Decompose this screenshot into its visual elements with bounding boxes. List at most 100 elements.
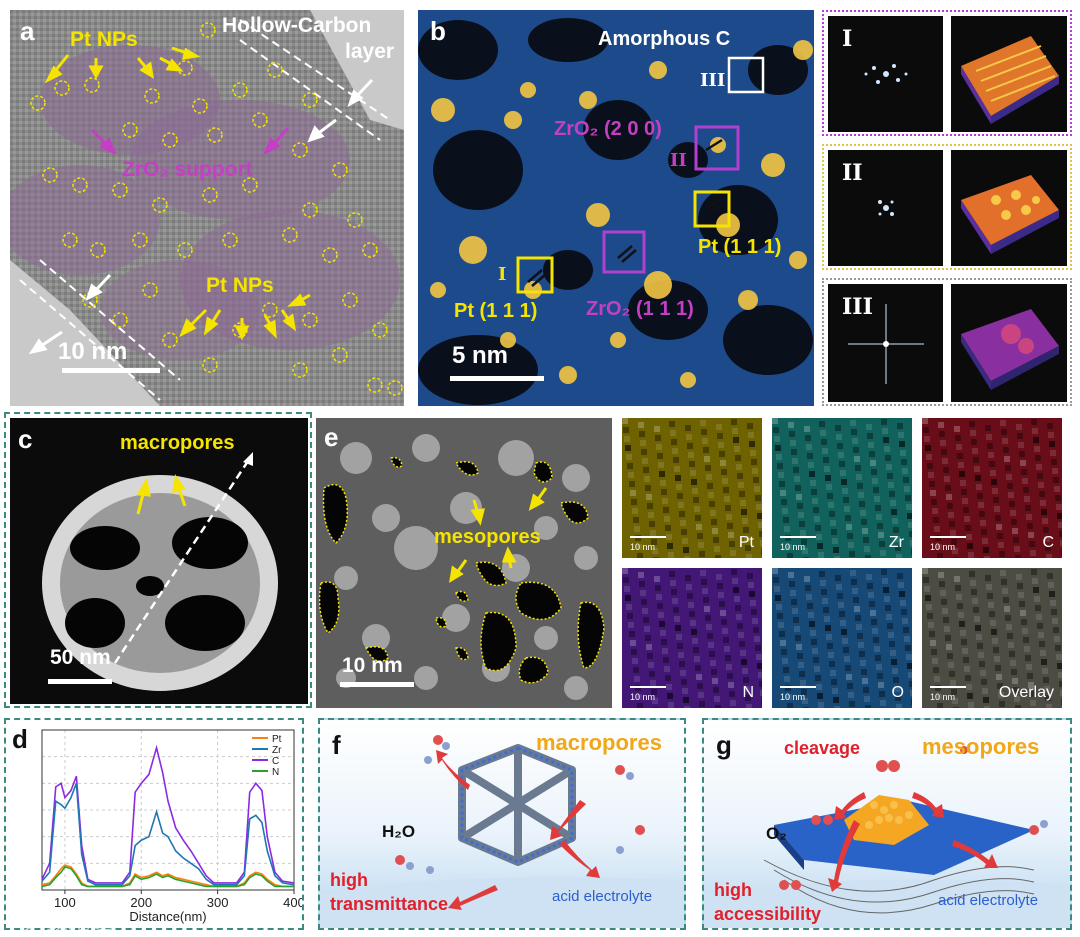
high-label-f: high <box>330 870 368 890</box>
panel-e-stem-image: e mesopores 10 nm <box>316 418 612 708</box>
hollow-carbon-label: Hollow-Carbon <box>222 14 372 37</box>
pt-nps-label-bottom: Pt NPs <box>206 274 274 297</box>
eds-map-texture <box>622 418 762 558</box>
watermark-text: 大数跑道 <box>24 909 113 934</box>
panel-b-micrograph <box>418 10 814 406</box>
acid-electrolyte-label-f: acid electrolyte <box>552 888 653 905</box>
fft-panel-III: III <box>822 278 1072 406</box>
panel-f-schematic <box>320 735 684 928</box>
cleavage-label: cleavage <box>784 738 861 758</box>
eds-map-texture <box>772 568 912 708</box>
surface-plot-III <box>951 284 1067 402</box>
panel-b-scale-label: 5 nm <box>452 342 509 369</box>
acid-electrolyte-label-g: acid electrolyte <box>938 892 1039 909</box>
eds-map-texture <box>622 568 762 708</box>
eds-element-label: Pt <box>738 534 754 551</box>
eds-scale-label: 10 nm <box>630 692 656 702</box>
eds-map-texture <box>922 568 1062 708</box>
accessibility-label: accessibility <box>714 904 822 924</box>
panel-a-tem-image: a Pt NPs Hollow-Carbon layer ZrO₂ suppor… <box>10 10 404 406</box>
x-axis-label: Distance(nm) <box>129 909 206 924</box>
legend-label-n: N <box>272 767 279 778</box>
eds-map-overlay: 10 nm Overlay <box>922 568 1062 708</box>
eds-element-label: Overlay <box>998 684 1054 701</box>
eds-scale-label: 10 nm <box>630 542 656 552</box>
fft-panel-II: II <box>822 144 1072 270</box>
region-III-marker: III <box>700 70 726 91</box>
eds-scale-label: 10 nm <box>930 542 956 552</box>
eds-scale-bar <box>630 536 666 538</box>
panel-a-scale-label: 10 nm <box>58 338 128 365</box>
eds-map-texture <box>922 418 1062 558</box>
macropores-label-c: macropores <box>120 432 235 454</box>
fft-II-image: II <box>828 150 943 266</box>
x-tick-label: 400 <box>283 895 302 910</box>
mesopores-label-g: mesopores <box>922 734 1040 759</box>
fft-III-numeral: III <box>842 294 873 320</box>
panel-e-label: e <box>324 422 339 452</box>
panel-d-label: d <box>12 724 28 754</box>
panel-c-scale-label: 50 nm <box>50 646 111 669</box>
legend-label-c: C <box>272 756 279 767</box>
region-II-marker: II <box>670 150 687 171</box>
panel-g-frame: g cleavage mesopores O₂ high accessibili… <box>702 718 1072 930</box>
panel-a-micrograph <box>10 10 404 406</box>
eds-map-o: 10 nm O <box>772 568 912 708</box>
eds-scale-label: 10 nm <box>930 692 956 702</box>
x-tick-label: 200 <box>130 895 152 910</box>
region-I-marker: I <box>498 264 507 285</box>
panel-c-label: c <box>18 424 33 454</box>
h2o-label: H₂O <box>382 822 416 841</box>
transmittance-label: transmittance <box>330 894 449 914</box>
surface-plot-II <box>951 150 1067 266</box>
pt111-left-label: Pt (1 1 1) <box>454 300 538 322</box>
panel-b-label: b <box>430 16 446 46</box>
eds-element-label: N <box>742 684 754 701</box>
o2-label: O₂ <box>766 824 787 843</box>
surface-plot-I <box>951 16 1067 132</box>
fft-panel-I: I <box>822 10 1072 136</box>
high-label-g: high <box>714 880 752 900</box>
eds-element-label: O <box>891 684 904 701</box>
eds-map-c: 10 nm C <box>922 418 1062 558</box>
panel-g-schematic <box>704 746 1070 928</box>
fft-III-image: III <box>828 284 943 402</box>
series-line-c <box>41 744 295 884</box>
panel-b-haadf-image: b Amorphous C III ZrO₂ (2 0 0) II Pt (1 … <box>418 10 814 406</box>
eds-map-pt: 10 nm Pt <box>622 418 762 558</box>
x-tick-label: 300 <box>207 895 229 910</box>
series-line-zr <box>41 783 295 886</box>
zro2-support-label: ZrO₂ support <box>122 158 253 181</box>
mesopores-label-e: mesopores <box>434 526 541 548</box>
fft-I-numeral: I <box>842 26 853 52</box>
zro2-111-label: ZrO₂ (1 1 1) <box>586 298 694 320</box>
layer-label: layer <box>345 40 395 63</box>
x-tick-label: 100 <box>54 895 76 910</box>
zro2-200-label: ZrO₂ (2 0 0) <box>554 118 662 140</box>
series-line-pt <box>41 864 294 888</box>
panel-d-frame: 100 200 300 400 Distance(nm) Pt Zr C N d <box>4 718 304 930</box>
eds-element-label: C <box>1042 534 1054 551</box>
panel-f-label: f <box>332 730 341 760</box>
legend-label-pt: Pt <box>272 734 282 745</box>
eds-map-zr: 10 nm Zr <box>772 418 912 558</box>
legend-label-zr: Zr <box>272 745 282 756</box>
panel-f-frame: f macropores H₂O high transmittance acid… <box>318 718 686 930</box>
fft-I-image: I <box>828 16 943 132</box>
macropores-label-f: macropores <box>536 730 662 755</box>
eds-scale-bar <box>630 686 666 688</box>
pt-nps-label-top: Pt NPs <box>70 28 138 51</box>
pt111-right-label: Pt (1 1 1) <box>698 236 782 258</box>
eds-scale-bar <box>930 536 966 538</box>
plot-frame <box>41 729 295 891</box>
eds-map-texture <box>772 418 912 558</box>
panel-c-frame: c macropores 50 nm <box>4 412 312 708</box>
series-line-n <box>41 865 294 888</box>
panel-c-stem-image: c macropores 50 nm <box>10 418 308 704</box>
eds-scale-bar <box>780 686 816 688</box>
fft-II-numeral: II <box>842 160 863 186</box>
panel-e-micrograph <box>318 434 605 700</box>
eds-scale-bar <box>930 686 966 688</box>
amorphous-c-label: Amorphous C <box>598 28 731 50</box>
